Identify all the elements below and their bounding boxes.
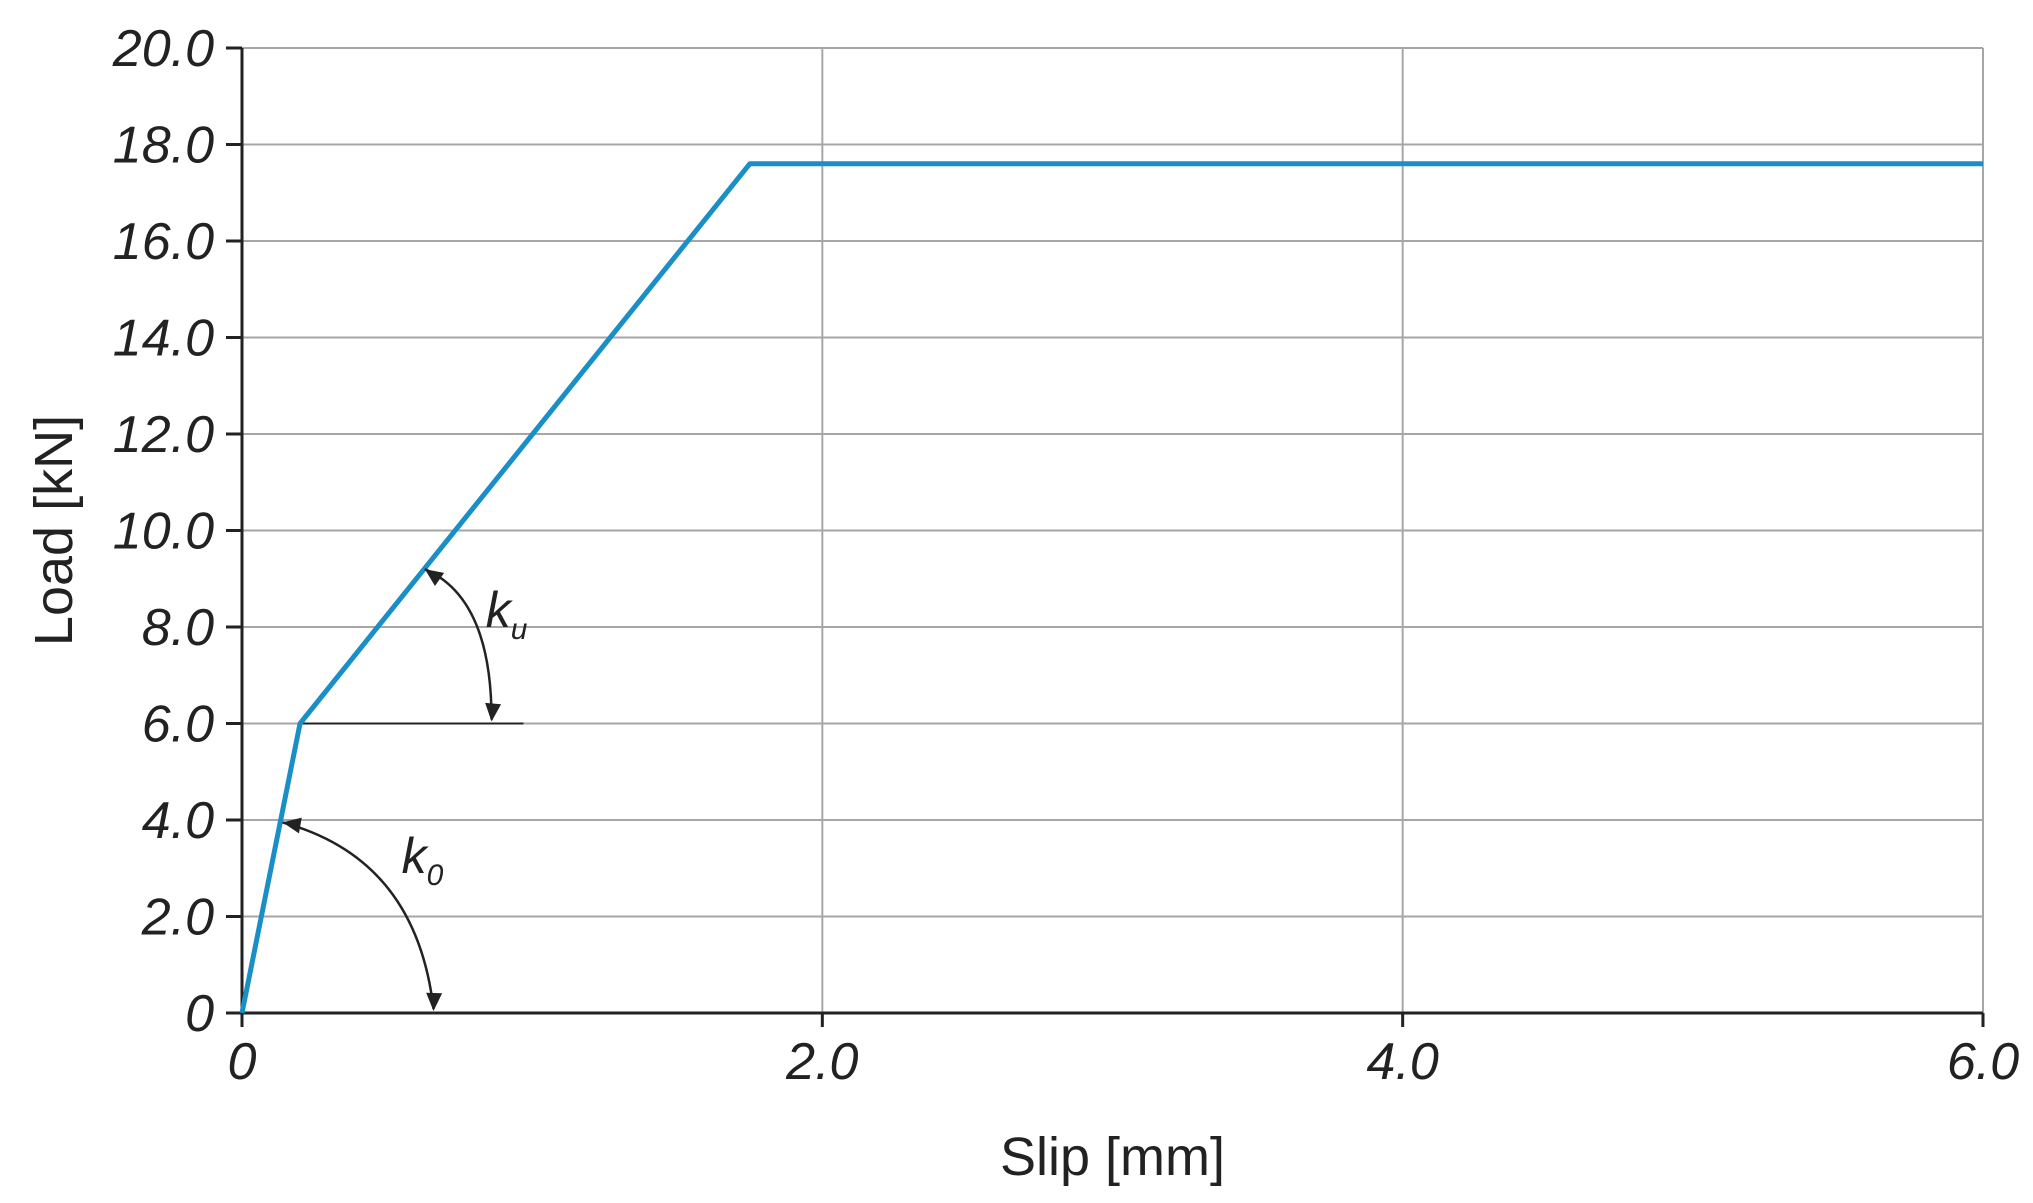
arrow-head <box>485 702 502 722</box>
angle-arc-k0 <box>282 821 435 1010</box>
x-tick-label: 4.0 <box>1367 1033 1439 1091</box>
arrow-head <box>426 992 443 1011</box>
y-tick-label: 2.0 <box>141 889 214 947</box>
y-tick-label: 6.0 <box>142 696 214 754</box>
angle-arc-ku <box>424 567 493 720</box>
x-tick-label: 0 <box>228 1033 257 1091</box>
y-axis-title: Load [kN] <box>24 415 84 646</box>
x-axis-title: Slip [mm] <box>1000 1127 1225 1187</box>
y-tick-label: 10.0 <box>113 503 214 561</box>
series-layer <box>239 161 1983 1014</box>
arrow-head <box>424 569 445 586</box>
tick-labels: 0 2.0 4.0 6.0 8.0 10.0 12.0 14.0 16.0 18.0 20.0 0 2.… <box>112 20 2019 1091</box>
annotation-label: k0 <box>402 828 444 892</box>
series-line <box>239 161 1983 1014</box>
arrow-head <box>282 817 302 834</box>
y-tick-label: 8.0 <box>142 599 214 657</box>
grid <box>242 47 1984 1013</box>
annotation-subscript: 0 <box>427 859 444 892</box>
y-tick-label: 4.0 <box>142 792 214 850</box>
y-tick-label: 18.0 <box>113 117 214 175</box>
y-tick-label: 20.0 <box>112 20 214 78</box>
x-tick-label: 2.0 <box>785 1033 858 1091</box>
annotation-symbol: k <box>402 828 430 884</box>
y-tick-label: 12.0 <box>113 406 214 464</box>
annotation-subscript: u <box>511 613 528 646</box>
annotation-symbol: k <box>486 582 514 638</box>
y-tick-label: 16.0 <box>113 213 214 271</box>
y-tick-label: 14.0 <box>113 310 214 368</box>
axes <box>226 46 1985 1027</box>
annotation-label: ku <box>486 582 528 646</box>
x-tick-label: 6.0 <box>1947 1033 2019 1091</box>
y-tick-label: 0 <box>185 985 214 1043</box>
